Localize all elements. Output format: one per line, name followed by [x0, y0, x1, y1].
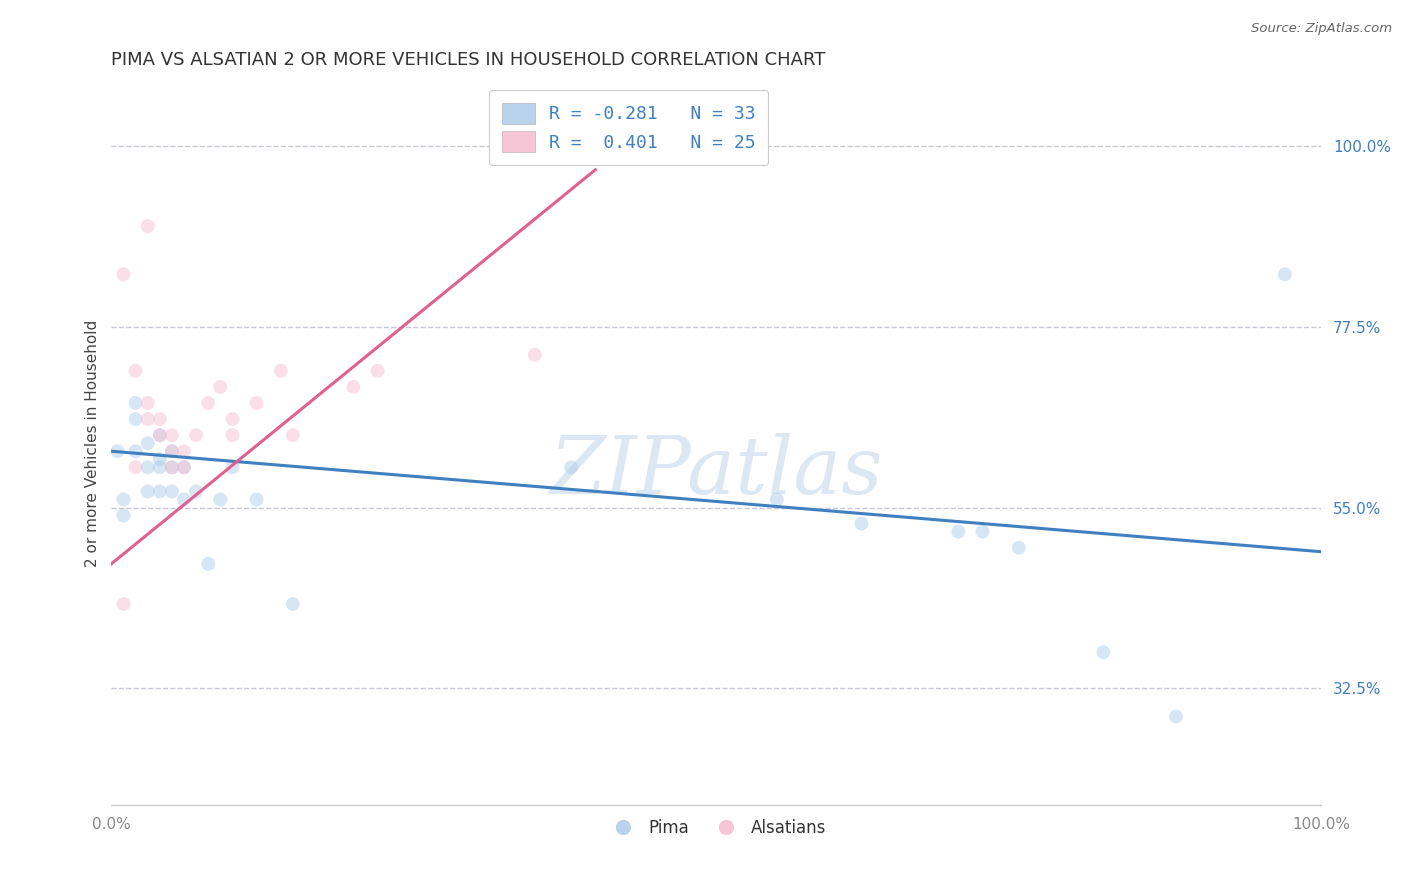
- Point: [281, 597, 304, 611]
- Point: [136, 436, 159, 450]
- Point: [160, 444, 183, 458]
- Point: [124, 444, 146, 458]
- Point: [173, 460, 195, 475]
- Point: [149, 412, 172, 426]
- Point: [560, 460, 582, 475]
- Point: [281, 428, 304, 442]
- Point: [136, 460, 159, 475]
- Point: [173, 444, 195, 458]
- Point: [245, 396, 267, 410]
- Point: [1092, 645, 1115, 659]
- Point: [1164, 709, 1187, 723]
- Point: [184, 484, 207, 499]
- Point: [112, 508, 135, 523]
- Point: [221, 412, 243, 426]
- Point: [149, 428, 172, 442]
- Point: [124, 460, 146, 475]
- Point: [160, 484, 183, 499]
- Point: [972, 524, 994, 539]
- Point: [136, 396, 159, 410]
- Text: PIMA VS ALSATIAN 2 OR MORE VEHICLES IN HOUSEHOLD CORRELATION CHART: PIMA VS ALSATIAN 2 OR MORE VEHICLES IN H…: [111, 51, 825, 69]
- Legend: Pima, Alsatians: Pima, Alsatians: [600, 813, 832, 844]
- Point: [136, 219, 159, 233]
- Point: [765, 492, 787, 507]
- Point: [124, 364, 146, 378]
- Point: [245, 492, 267, 507]
- Point: [209, 492, 232, 507]
- Text: ZIPatlas: ZIPatlas: [550, 434, 883, 511]
- Text: Source: ZipAtlas.com: Source: ZipAtlas.com: [1251, 22, 1392, 36]
- Point: [149, 452, 172, 467]
- Point: [124, 412, 146, 426]
- Point: [107, 444, 129, 458]
- Point: [173, 460, 195, 475]
- Point: [367, 364, 389, 378]
- Point: [160, 460, 183, 475]
- Point: [160, 428, 183, 442]
- Point: [124, 396, 146, 410]
- Point: [523, 348, 546, 362]
- Point: [112, 597, 135, 611]
- Point: [173, 492, 195, 507]
- Point: [948, 524, 970, 539]
- Point: [160, 460, 183, 475]
- Point: [197, 396, 219, 410]
- Point: [342, 380, 364, 394]
- Point: [160, 444, 183, 458]
- Point: [197, 557, 219, 571]
- Point: [149, 460, 172, 475]
- Point: [1274, 268, 1296, 282]
- Point: [149, 484, 172, 499]
- Point: [1008, 541, 1031, 555]
- Point: [851, 516, 873, 531]
- Point: [136, 412, 159, 426]
- Point: [112, 268, 135, 282]
- Point: [209, 380, 232, 394]
- Y-axis label: 2 or more Vehicles in Household: 2 or more Vehicles in Household: [86, 319, 100, 566]
- Point: [112, 492, 135, 507]
- Point: [270, 364, 292, 378]
- Point: [149, 428, 172, 442]
- Point: [221, 428, 243, 442]
- Point: [184, 428, 207, 442]
- Point: [221, 460, 243, 475]
- Point: [136, 484, 159, 499]
